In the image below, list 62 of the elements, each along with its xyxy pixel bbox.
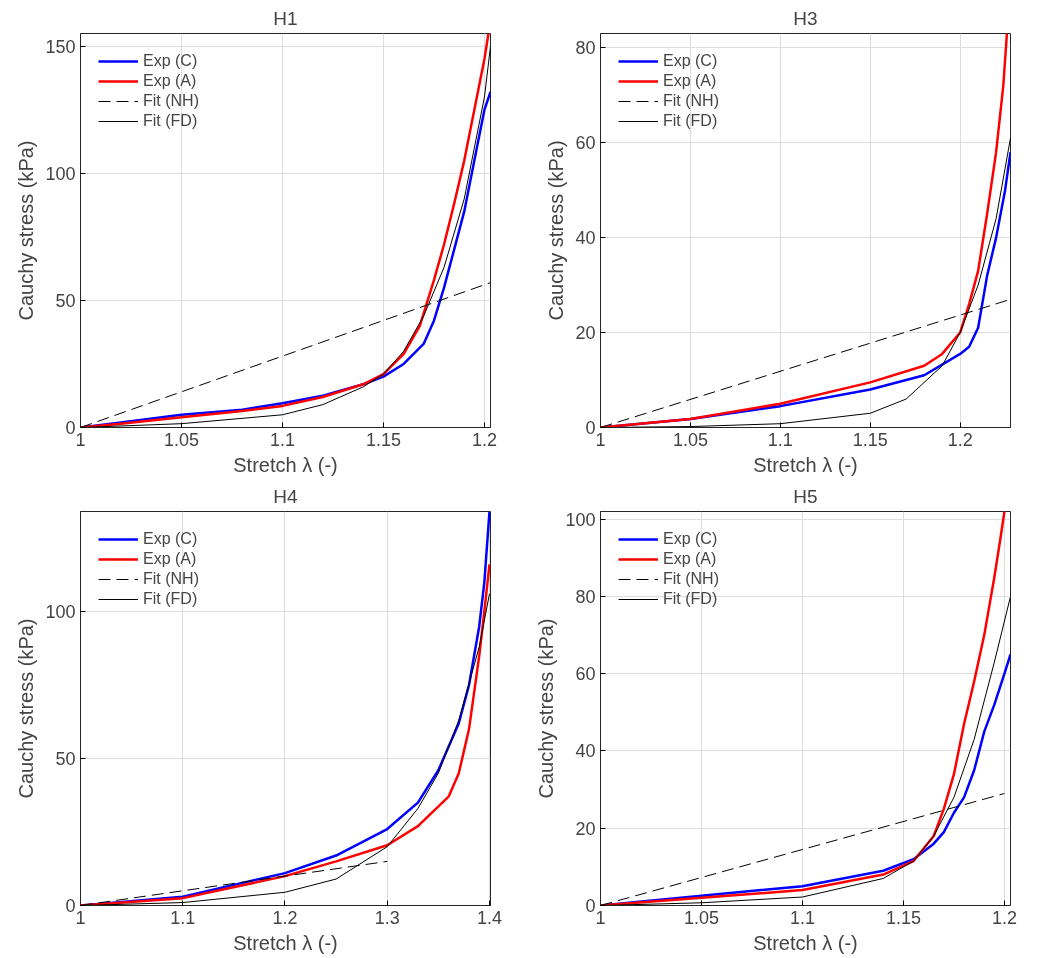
legend-label: Exp (A) xyxy=(663,72,717,90)
x-tick-label: 1 xyxy=(75,429,86,450)
x-axis-title: Stretch λ (-) xyxy=(233,453,338,476)
x-tick-label: 1.15 xyxy=(852,429,888,450)
x-tick-label: 1.2 xyxy=(991,907,1017,928)
x-tick-label: 1.05 xyxy=(683,907,720,928)
chart-title: H5 xyxy=(793,485,818,507)
x-tick-label: 1.15 xyxy=(365,429,401,450)
y-axis-title: Cauchy stress (kPa) xyxy=(535,618,558,799)
y-axis-title: Cauchy stress (kPa) xyxy=(15,140,38,321)
x-tick-label: 1.3 xyxy=(374,907,400,928)
x-axis-title: Stretch λ (-) xyxy=(753,931,858,954)
y-tick-label: 150 xyxy=(45,36,76,57)
y-tick-label: 0 xyxy=(65,418,76,438)
chart-title: H4 xyxy=(273,485,299,507)
y-tick-label: 60 xyxy=(575,664,596,685)
y-tick-label: 80 xyxy=(575,586,596,607)
legend-label: Fit (FD) xyxy=(143,112,198,130)
x-axis-title: Stretch λ (-) xyxy=(233,931,338,954)
legend-label: Fit (NH) xyxy=(663,570,719,588)
y-tick-label: 20 xyxy=(575,323,596,344)
y-tick-label: 0 xyxy=(585,896,596,916)
legend-label: Fit (FD) xyxy=(663,590,718,608)
y-tick-label: 40 xyxy=(575,228,596,249)
y-tick-label: 100 xyxy=(45,601,76,622)
y-tick-label: 0 xyxy=(65,896,76,916)
x-tick-label: 1.1 xyxy=(789,907,815,928)
x-tick-label: 1 xyxy=(595,429,606,450)
y-tick-label: 60 xyxy=(575,133,596,154)
legend-label: Exp (A) xyxy=(663,550,717,568)
x-tick-label: 1.2 xyxy=(947,429,973,450)
x-tick-label: 1.1 xyxy=(767,429,793,450)
chart-title: H3 xyxy=(793,7,818,29)
x-tick-label: 1.15 xyxy=(885,907,921,928)
y-tick-label: 40 xyxy=(575,741,596,762)
legend-label: Exp (C) xyxy=(663,52,718,70)
y-tick-label: 50 xyxy=(55,748,76,769)
y-tick-label: 80 xyxy=(575,38,596,59)
x-tick-label: 1.4 xyxy=(476,907,502,928)
legend-label: Fit (NH) xyxy=(143,92,199,110)
x-tick-label: 1.1 xyxy=(170,907,196,928)
x-tick-label: 1 xyxy=(75,907,86,928)
x-tick-label: 1.1 xyxy=(269,429,295,450)
x-tick-label: 1.05 xyxy=(672,429,708,450)
chart-title: H1 xyxy=(273,7,298,29)
legend-label: Exp (C) xyxy=(143,52,198,70)
x-tick-label: 1.05 xyxy=(163,429,200,450)
x-tick-label: 1.2 xyxy=(471,429,497,450)
x-tick-label: 1 xyxy=(595,907,606,928)
y-tick-label: 50 xyxy=(55,290,76,311)
legend-label: Exp (C) xyxy=(663,530,718,548)
legend-label: Fit (FD) xyxy=(663,112,718,130)
y-tick-label: 0 xyxy=(585,418,596,438)
legend-label: Exp (A) xyxy=(143,72,197,90)
y-axis-title: Cauchy stress (kPa) xyxy=(15,618,38,799)
y-tick-label: 100 xyxy=(565,509,596,530)
x-axis-title: Stretch λ (-) xyxy=(753,453,858,476)
y-tick-label: 100 xyxy=(45,163,76,184)
y-axis-title: Cauchy stress (kPa) xyxy=(545,140,568,321)
x-tick-label: 1.2 xyxy=(272,907,298,928)
y-tick-label: 20 xyxy=(575,818,596,839)
legend-label: Fit (NH) xyxy=(663,92,719,110)
